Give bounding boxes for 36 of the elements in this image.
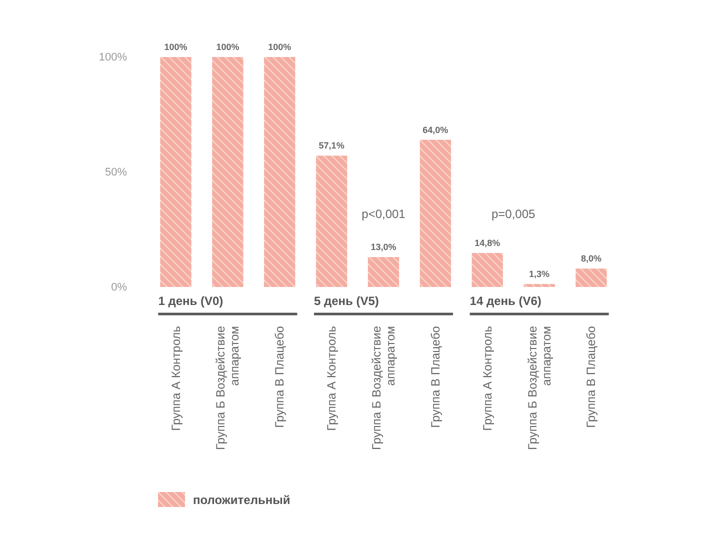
- x-tick-label: Группа Б Воздействие аппаратом: [525, 326, 554, 450]
- data-label: 57,1%: [318, 140, 344, 151]
- x-tick-label: Группа А Контроль: [324, 326, 339, 431]
- y-tick-label: 0%: [111, 282, 128, 294]
- data-label: 1,3%: [529, 269, 550, 280]
- bar: [420, 140, 452, 287]
- data-label: 64,0%: [422, 124, 448, 135]
- bar: [368, 257, 400, 287]
- data-label: 8,0%: [580, 254, 602, 264]
- x-tick-label: Группа В Плацебо: [428, 326, 442, 428]
- x-tick-label: Группа Б Воздействие аппаратом: [370, 326, 398, 450]
- bar: [316, 156, 348, 287]
- y-tick-label: 50%: [104, 166, 128, 179]
- bar: [212, 57, 244, 287]
- bar: [576, 268, 607, 287]
- data-label: 100%: [216, 42, 240, 52]
- bar: [264, 57, 296, 287]
- bar: [472, 252, 503, 287]
- data-label: 13,0%: [370, 242, 396, 252]
- annotation: p=0,005: [491, 207, 536, 221]
- x-tick-label: Группа В Плацебо: [272, 326, 287, 428]
- x-tick-label: Группа В Плацебо: [584, 326, 598, 428]
- text: 5 день (V5): [314, 294, 379, 308]
- data-label: 100%: [164, 42, 188, 52]
- x-tick-label: Группа Б Воздействие аппаратом: [214, 326, 242, 450]
- x-tick-label: Группа А Контроль: [168, 326, 183, 431]
- data-label: 14,8%: [474, 238, 500, 248]
- data-label: 100%: [268, 42, 292, 52]
- y-tick-label: 100%: [98, 52, 128, 64]
- bar: [524, 284, 555, 287]
- bar: [160, 57, 192, 287]
- legend-label: положительный: [193, 493, 290, 507]
- x-tick-label: Группа А Контроль: [480, 326, 494, 431]
- text: 1 день (V0): [158, 294, 224, 308]
- text: 14 день (V6): [470, 294, 542, 308]
- annotation: p<0,001: [362, 207, 406, 221]
